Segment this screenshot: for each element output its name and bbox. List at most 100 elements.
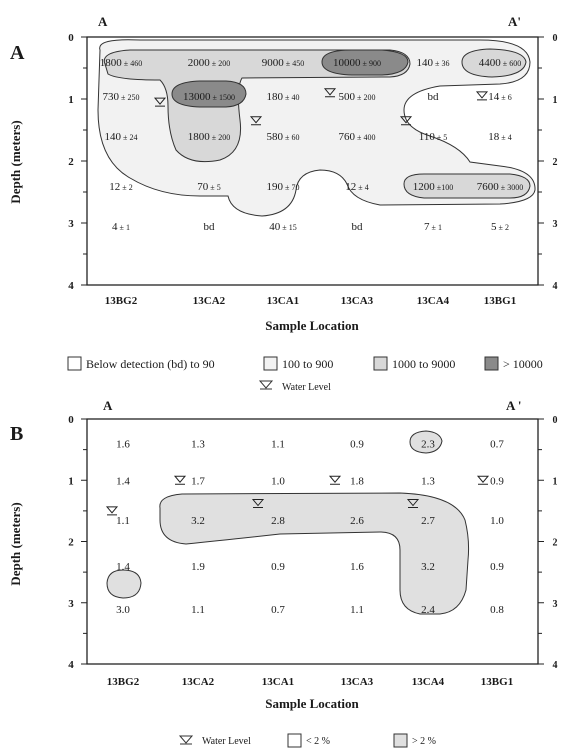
x-category-label: 13CA3: [341, 295, 374, 307]
legend-a-label-2: 100 to 900: [282, 357, 333, 371]
legend-b-swatch-2: [393, 733, 408, 748]
cell-value: 1.6: [116, 439, 130, 451]
cell-value: 1.3: [191, 439, 205, 451]
cell-value: 3.2: [421, 561, 435, 573]
panel-b-x-axis-label: Sample Location: [265, 696, 359, 711]
cell-value: 180 ± 40: [267, 91, 300, 103]
y-tick-label: 3: [68, 598, 74, 610]
cell-value: 4400 ± 600: [479, 57, 521, 69]
water-level-marker: [249, 116, 263, 126]
legend-b-water-level-label: Water Level: [202, 736, 251, 747]
x-category-label: 13CA1: [267, 295, 299, 307]
panel-a-region-over-10000-upper: [321, 49, 409, 76]
y-tick-label: 1: [68, 94, 74, 106]
panel-b-y-axis-label: Depth (meters): [8, 502, 23, 585]
y-tick-label: 2: [68, 537, 74, 549]
x-category-label: 13CA2: [193, 295, 226, 307]
right-y-tick-label: 3: [553, 219, 558, 230]
cell-value: 12 ± 4: [345, 181, 368, 193]
cell-value: 3.2: [191, 515, 205, 527]
y-tick-label: 2: [68, 156, 74, 168]
cell-value: 12 ± 2: [109, 181, 132, 193]
water-level-marker: [105, 506, 119, 516]
cell-value: 1.1: [350, 604, 364, 616]
panel-a-section-end: A': [508, 14, 521, 29]
water-level-marker: [251, 499, 265, 509]
y-tick-label: 1: [68, 475, 74, 487]
cell-value: 760 ± 400: [339, 131, 376, 143]
panel-a-region-over-10000-mid: [171, 80, 247, 108]
water-level-marker: [323, 88, 337, 98]
right-y-tick-label: 1: [553, 95, 558, 106]
cell-value: 1.1: [116, 515, 130, 527]
cell-value: 1.6: [350, 561, 364, 573]
right-y-tick-label: 4: [553, 660, 558, 671]
panel-a-categories: 13BG2 13CA2 13CA1 13CA3 13CA4 13BG1: [105, 295, 516, 307]
legend-a-swatch-1: [67, 356, 82, 371]
cell-value: 0.8: [490, 604, 504, 616]
cell-value: 70 ± 5: [197, 181, 220, 193]
panel-b-region-over-2-main: [159, 492, 470, 615]
y-tick-label: 4: [68, 280, 74, 292]
panel-b-values: 1.6 1.3 1.1 0.9 2.3 0.7 1.4 1.7 1.0 1.8 1.3 0.9 1.1 3…: [116, 439, 504, 616]
cell-value: 1.1: [271, 439, 285, 451]
x-category-label: 13CA3: [341, 676, 374, 688]
cell-value: 1.0: [490, 515, 504, 527]
panel-a-section-start: A: [98, 14, 108, 29]
panel-a-y-axis-label: Depth (meters): [8, 120, 23, 203]
panel-a-region-1000-9000-lower: [403, 173, 531, 199]
cell-value: 2.8: [271, 515, 285, 527]
panel-b-section-start: A: [103, 398, 113, 413]
right-y-tick-label: 3: [553, 599, 558, 610]
x-category-label: 13BG1: [481, 676, 513, 688]
panel-a-right-axis: 0 1 2 3 4: [538, 33, 558, 292]
y-tick-label: 0: [68, 414, 74, 426]
legend-b-swatch-1: [287, 733, 302, 748]
cell-value: 1.4: [116, 475, 130, 487]
panel-b-water-levels: [105, 475, 490, 516]
panel-b-right-axis: 0 1 2 3 4: [538, 415, 558, 671]
cell-value: 3.0: [116, 604, 130, 616]
panel-a-x-axis-label: Sample Location: [265, 318, 359, 333]
cell-value: 1.4: [116, 561, 130, 573]
water-level-marker: [173, 475, 187, 485]
panel-b-plot-frame: [86, 418, 539, 665]
cell-value: 2000 ± 200: [188, 57, 230, 69]
cell-value: 2.6: [350, 515, 364, 527]
water-level-marker: [399, 116, 413, 126]
cell-value: 1.0: [271, 475, 285, 487]
x-category-label: 13CA2: [182, 676, 215, 688]
y-tick-label: 3: [68, 218, 74, 230]
right-y-tick-label: 2: [553, 538, 558, 549]
legend-b-label-2: > 2 %: [412, 736, 436, 747]
cell-value: 13000 ± 1500: [183, 91, 235, 103]
legend-a-label-3: 1000 to 9000: [392, 357, 455, 371]
panel-b-legend: Water Level < 2 % > 2 %: [178, 733, 436, 748]
panel-a-legend: Below detection (bd) to 90 100 to 900 10…: [67, 356, 543, 393]
cell-value: 14 ± 6: [488, 91, 511, 103]
cell-value: 110 ± 5: [419, 131, 447, 143]
cell-value: 1.9: [191, 561, 205, 573]
panel-a-region-1000-9000-right: [461, 48, 527, 78]
cell-value: 2.3: [421, 439, 435, 451]
panel-b-categories: 13BG2 13CA2 13CA1 13CA3 13CA4 13BG1: [107, 676, 513, 688]
panel-b-left-axis: 0 1 2 3 4: [68, 414, 87, 671]
x-category-label: 13CA4: [417, 295, 450, 307]
cell-value: 0.9: [271, 561, 285, 573]
right-y-tick-label: 4: [553, 281, 558, 292]
cell-value: bd: [352, 221, 364, 233]
x-category-label: 13BG2: [107, 676, 140, 688]
cell-value: 10000 ± 900: [333, 57, 381, 69]
panel-a-region-1000-9000-upper: [103, 49, 411, 163]
cell-value: 1.1: [191, 604, 205, 616]
cell-value: 2.4: [421, 604, 435, 616]
cell-value: 140 ± 24: [105, 131, 138, 143]
panel-a-left-axis: 0 1 2 3 4: [68, 32, 87, 292]
cell-value: bd: [428, 91, 440, 103]
cell-value: 7 ± 1: [424, 221, 442, 233]
cell-value: 5 ± 2: [491, 221, 509, 233]
water-level-marker: [153, 97, 167, 107]
cell-value: 1800 ± 200: [188, 131, 230, 143]
